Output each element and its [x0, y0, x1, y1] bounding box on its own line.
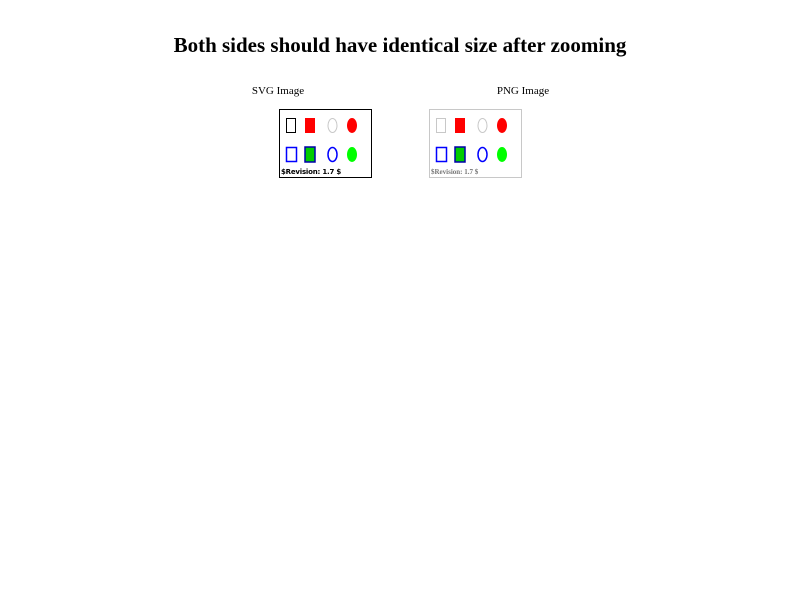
black-outline-rect: [286, 118, 296, 133]
red-filled-ellipse: [497, 118, 507, 133]
green-filled-rect: [454, 146, 466, 163]
png-revision-text: $Revision: 1.7 $: [431, 168, 479, 176]
green-filled-ellipse: [347, 147, 357, 162]
svg-image: $Revision: 1.7 $: [279, 109, 372, 178]
green-filled-ellipse: [497, 147, 507, 162]
page-title: Both sides should have identical size af…: [173, 33, 627, 57]
blue-outline-ellipse: [327, 146, 338, 163]
gray-outline-rect: [436, 118, 446, 133]
gray-outline-ellipse: [327, 118, 338, 133]
blue-outline-rect: [435, 146, 448, 163]
red-filled-rect: [455, 118, 465, 133]
svg-image-caption: SVG Image: [251, 85, 305, 97]
svg-revision-text: $Revision: 1.7 $: [281, 168, 342, 176]
png-image-caption: PNG Image: [496, 85, 550, 97]
blue-outline-rect: [285, 146, 298, 163]
red-filled-rect: [305, 118, 315, 133]
red-filled-ellipse: [347, 118, 357, 133]
png-image-graphic: [435, 118, 507, 163]
green-filled-rect: [304, 146, 316, 163]
blue-outline-ellipse: [477, 146, 488, 163]
png-image: $Revision: 1.7 $: [429, 109, 522, 178]
svg-image-graphic: [285, 118, 357, 163]
gray-outline-ellipse: [477, 118, 488, 133]
